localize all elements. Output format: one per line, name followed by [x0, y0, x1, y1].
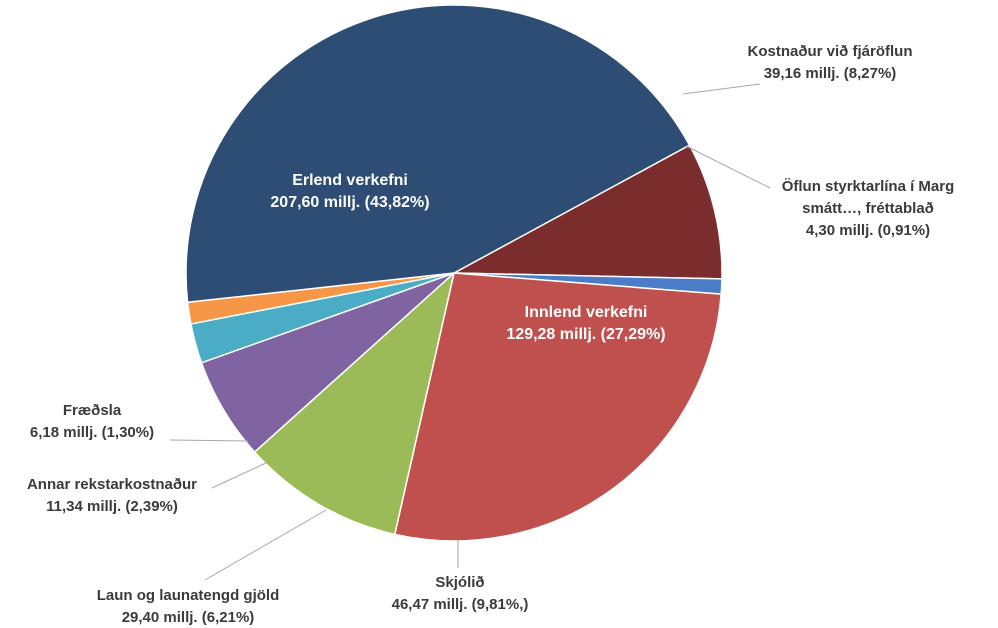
pie-slice: [451, 144, 723, 280]
leader-line: [169, 439, 249, 442]
slice-label-value: 11,34 millj. (2,39%): [46, 498, 178, 515]
slice-label-name: Skjólið: [435, 574, 484, 591]
slice-label-name: Erlend verkefni: [292, 172, 408, 189]
slice-label-value: 39,16 millj. (8,27%): [764, 65, 897, 82]
slice-label-name: Innlend verkefni: [525, 304, 648, 321]
slice-label: Öflun styrktarlína í Marg smátt…, fréttab…: [782, 178, 955, 239]
slice-label: Laun og launatengd gjöld 29,40 millj. (6,…: [97, 587, 279, 626]
pie-slice: [393, 272, 722, 542]
slice-label-value: 129,28 millj. (27,29%): [506, 326, 665, 343]
slice-label-name: Öflun styrktarlína í Marg: [782, 178, 955, 195]
pie-slices: [185, 4, 723, 542]
slice-label: Annar rekstarkostnaður 11,34 millj. (2,39…: [27, 476, 197, 515]
slice-label: Fræðsla 6,18 millj. (1,30%): [30, 402, 154, 441]
pie-slice: [253, 270, 456, 536]
slice-label: Skjólið 46,47 millj. (9,81%,): [392, 574, 529, 613]
slice-label-name: Annar rekstarkostnaður: [27, 476, 197, 493]
slice-label-value: 46,47 millj. (9,81%,): [392, 596, 529, 613]
slice-label-value: 29,40 millj. (6,21%): [122, 609, 255, 626]
pie-slice: [185, 4, 691, 304]
leader-line: [682, 83, 761, 95]
slice-label: Erlend verkefni 207,60 millj. (43,82%): [270, 172, 429, 211]
slice-label-value: 6,18 millj. (1,30%): [30, 424, 154, 441]
slice-labels: Kostnaður við fjáröflun 39,16 millj. (8,2…: [27, 43, 954, 626]
leader-line: [211, 462, 267, 489]
slice-label-name: Laun og launatengd gjöld: [97, 587, 279, 604]
slice-label-value: 207,60 millj. (43,82%): [270, 194, 429, 211]
leader-line: [204, 509, 327, 581]
slice-label-name: Fræðsla: [63, 402, 122, 419]
leader-lines: [169, 83, 771, 581]
leader-line: [685, 145, 771, 189]
slice-label: Kostnaður við fjáröflun 39,16 millj. (8,2…: [748, 43, 913, 82]
slice-label-name: Kostnaður við fjáröflun: [748, 43, 913, 60]
slice-label: Innlend verkefni 129,28 millj. (27,29%): [506, 304, 665, 343]
slice-label-name: smátt…, fréttablað: [802, 200, 934, 217]
slice-label-value: 4,30 millj. (0,91%): [806, 222, 930, 239]
